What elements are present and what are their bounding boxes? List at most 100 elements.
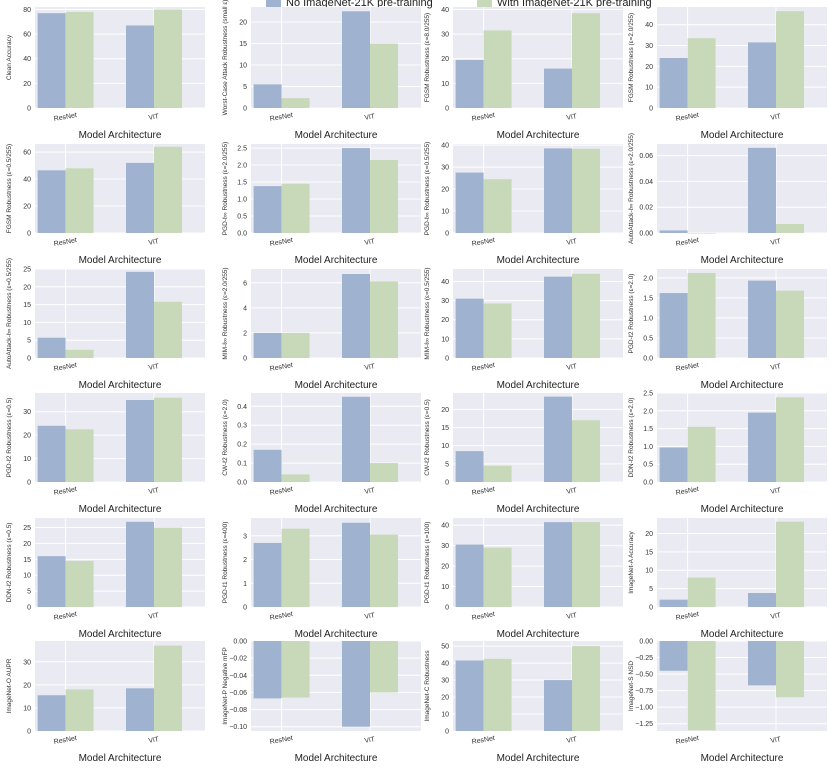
y-tick-label: 2 — [243, 330, 247, 337]
x-tick-label: ViT — [148, 113, 160, 122]
bar-resnet-series-1 — [37, 556, 66, 607]
y-axis-label: Clean Accuracy — [6, 34, 13, 80]
bar-vit-series-1 — [126, 400, 154, 482]
y-tick-label: 5 — [27, 338, 31, 345]
y-tick-label: −0.04 — [229, 673, 247, 680]
y-tick-label: 10 — [441, 712, 449, 719]
x-tick-label: ResNet — [53, 362, 77, 373]
x-tick-label: ResNet — [269, 486, 293, 497]
y-tick-label: 15 — [441, 425, 449, 432]
legend-label-with-pretraining: With ImageNet-21K pre-training — [497, 0, 652, 9]
y-tick-label: 40 — [441, 279, 449, 286]
x-tick-label: ResNet — [269, 362, 293, 373]
bar-resnet-series-1 — [455, 59, 484, 108]
bar-vit-series-2 — [370, 641, 398, 693]
y-axis-label: ImageNet-O AUPR — [6, 658, 13, 713]
y-tick-label: 0 — [649, 106, 653, 113]
x-tick-label: ResNet — [269, 112, 293, 123]
y-tick-label: 2.0 — [643, 275, 653, 282]
y-tick-label: 0 — [445, 231, 449, 238]
x-axis-label: Model Architecture — [497, 130, 580, 141]
chart-panel-14: 0.0 0.1 0.2 0.3 0.4 ResNet ViT Model Architectu… — [222, 393, 421, 515]
bar-resnet-series-1 — [253, 641, 282, 699]
x-tick-label: ViT — [148, 487, 160, 496]
x-tick-label: ResNet — [471, 237, 495, 248]
x-tick-label: ResNet — [471, 735, 495, 746]
bar-vit-series-1 — [342, 11, 370, 108]
x-tick-label: ResNet — [471, 486, 495, 497]
y-axis-label: FGSM Robustness (ε=8.0/255) — [424, 13, 431, 102]
y-axis-label: CW-ℓ2 Robustness (ε=0.5) — [424, 399, 431, 476]
x-tick-label: ResNet — [53, 112, 77, 123]
y-axis-label: PGD-ℓ1 Robustness (ε=100) — [424, 522, 431, 604]
x-tick-label: ResNet — [53, 486, 77, 497]
x-tick-label: ViT — [770, 238, 782, 247]
y-tick-label: 60 — [23, 150, 31, 157]
y-tick-label: 30 — [441, 32, 449, 39]
y-tick-label: 20 — [441, 317, 449, 324]
y-tick-label: 2.5 — [643, 391, 653, 398]
bar-vit-series-1 — [544, 522, 572, 607]
x-tick-label: ResNet — [675, 362, 699, 373]
y-tick-label: 1.0 — [237, 197, 247, 204]
x-axis-label: Model Architecture — [295, 255, 378, 266]
chart-panel-7: 0 10 20 30 40 ResNet ViT Model Architecture PGD-… — [424, 142, 623, 266]
legend-label-no-pretraining: No ImageNet-21K pre-training — [286, 0, 433, 9]
bar-vit-series-2 — [776, 11, 804, 109]
y-tick-label: 0.04 — [639, 179, 653, 186]
y-tick-label: −0.02 — [229, 656, 247, 663]
y-tick-label: 0 — [649, 605, 653, 612]
x-tick-label: ViT — [148, 363, 160, 372]
y-tick-label: 40 — [645, 22, 653, 29]
y-tick-label: 6 — [243, 280, 247, 287]
y-tick-label: 0.06 — [639, 153, 653, 160]
y-tick-label: 20 — [645, 531, 653, 538]
chart-panel-4: 0 10 20 30 40 ResNet ViT Model Architecture FGSM… — [628, 7, 827, 141]
x-tick-label: ViT — [148, 238, 160, 247]
y-tick-label: 10 — [441, 336, 449, 343]
bar-resnet-series-2 — [65, 429, 94, 482]
y-axis-label: PGD-ℓ∞ Robustness (ε=0.5/255) — [424, 142, 431, 236]
y-tick-label: 30 — [23, 659, 31, 666]
bar-vit-series-1 — [126, 688, 154, 731]
y-tick-label: 0.3 — [237, 423, 247, 430]
y-tick-label: 0.00 — [639, 231, 653, 238]
bar-resnet-series-1 — [455, 172, 484, 233]
y-tick-label: 0.1 — [237, 461, 247, 468]
y-tick-label: 5 — [649, 586, 653, 593]
x-axis-label: Model Architecture — [497, 255, 580, 266]
x-tick-label: ResNet — [53, 735, 77, 746]
bar-vit-series-2 — [154, 397, 182, 482]
chart-panel-22: 0.00 −0.02 −0.04 −0.06 −0.08 −0.10 ResNet ViT Mo… — [222, 639, 421, 764]
y-axis-label: MIM-ℓ∞ Robustness (ε=2.0/255) — [222, 267, 229, 359]
y-axis-label: ImageNet-S NSD — [628, 661, 635, 712]
x-tick-label: ResNet — [53, 611, 77, 622]
x-tick-label: ResNet — [269, 735, 293, 746]
bar-vit-series-1 — [342, 274, 370, 358]
y-axis-label: CW-ℓ2 Robustness (ε=2.0) — [222, 399, 229, 476]
x-tick-label: ViT — [364, 612, 376, 621]
y-tick-label: 0 — [27, 356, 31, 363]
x-axis-label: Model Architecture — [295, 753, 378, 764]
bar-vit-series-2 — [572, 522, 600, 607]
y-tick-label: 20 — [441, 187, 449, 194]
bar-vit-series-2 — [154, 301, 182, 358]
y-tick-label: 10 — [645, 85, 653, 92]
y-tick-label: 80 — [23, 7, 31, 14]
y-tick-label: 30 — [23, 409, 31, 416]
chart-panel-20: 0 5 10 15 20 ResNet ViT Model Architecture Image… — [628, 518, 827, 640]
bar-resnet-series-2 — [483, 179, 512, 233]
y-tick-label: 5 — [243, 84, 247, 91]
y-tick-label: 40 — [23, 177, 31, 184]
y-tick-label: 40 — [23, 56, 31, 63]
bar-vit-series-2 — [572, 646, 600, 731]
x-axis-label: Model Architecture — [701, 629, 784, 640]
bar-vit-series-1 — [544, 68, 572, 108]
x-axis-label: Model Architecture — [701, 255, 784, 266]
x-axis-label: Model Architecture — [79, 504, 162, 515]
bar-resnet-series-1 — [37, 425, 66, 482]
bar-vit-series-2 — [572, 148, 600, 233]
y-tick-label: 30 — [441, 165, 449, 172]
y-axis-label: PGD-ℓ∞ Robustness (ε=2.0/255) — [222, 142, 229, 236]
